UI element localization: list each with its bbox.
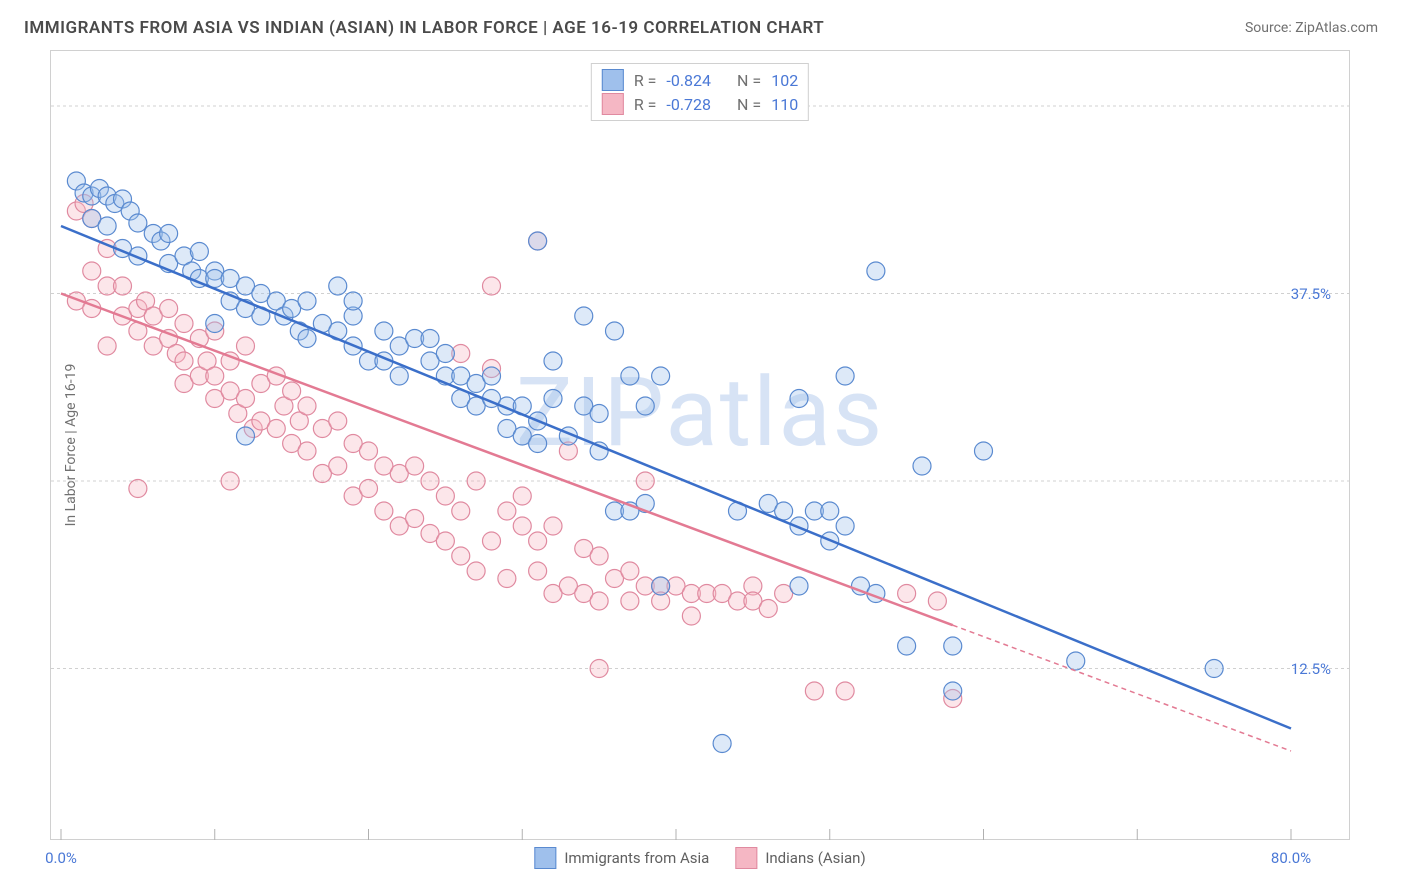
- chart-title: IMMIGRANTS FROM ASIA VS INDIAN (ASIAN) I…: [24, 18, 824, 38]
- legend-swatch-icon: [602, 69, 624, 91]
- n-value: 102: [771, 71, 798, 90]
- x-tick-label: 0.0%: [45, 849, 77, 867]
- r-label: R =: [634, 95, 657, 114]
- source-label: Source: ZipAtlas.com: [1245, 20, 1378, 36]
- n-label: N =: [737, 71, 761, 90]
- series-legend-item: Immigrants from Asia: [534, 847, 709, 869]
- scatter-svg: [51, 51, 1351, 841]
- series-legend-label: Indians (Asian): [765, 849, 865, 867]
- y-tick-label: 12.5%: [1291, 660, 1331, 678]
- stats-legend: R = -0.824 N = 102 R = -0.728 N = 110: [591, 63, 809, 121]
- legend-swatch-icon: [602, 93, 624, 115]
- stats-legend-row: R = -0.728 N = 110: [602, 92, 798, 116]
- n-label: N =: [737, 95, 761, 114]
- stats-legend-row: R = -0.824 N = 102: [602, 68, 798, 92]
- legend-swatch-icon: [735, 847, 757, 869]
- series-legend-label: Immigrants from Asia: [564, 849, 709, 867]
- n-value: 110: [771, 95, 798, 114]
- r-value: -0.824: [666, 71, 711, 90]
- r-label: R =: [634, 71, 657, 90]
- x-tick-label: 80.0%: [1271, 849, 1311, 867]
- r-value: -0.728: [666, 95, 711, 114]
- y-tick-label: 37.5%: [1291, 285, 1331, 303]
- series-legend-item: Indians (Asian): [735, 847, 865, 869]
- plot-area: In Labor Force | Age 16-19 ZIPatlas R =-…: [50, 50, 1350, 840]
- series-legend: Immigrants from Asia Indians (Asian): [534, 847, 865, 869]
- legend-swatch-icon: [534, 847, 556, 869]
